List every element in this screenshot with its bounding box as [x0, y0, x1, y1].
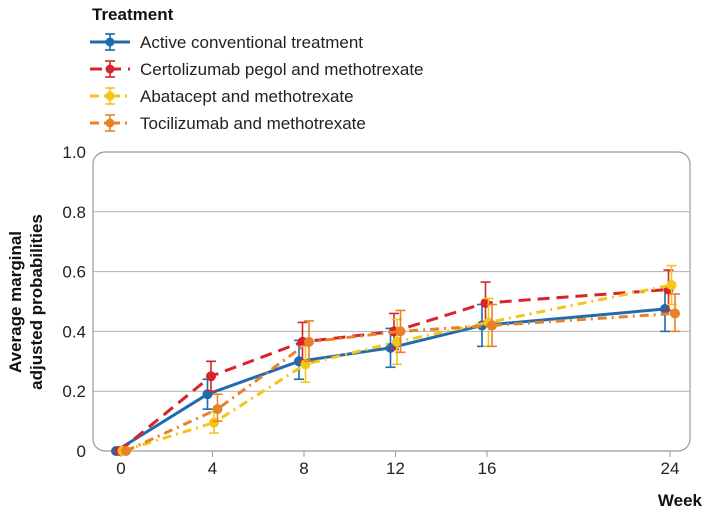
series-2 [114, 269, 674, 456]
legend-marker [105, 118, 115, 128]
series-line [122, 283, 672, 453]
legend-marker [105, 64, 115, 74]
data-point [209, 417, 219, 428]
data-point [392, 336, 402, 347]
data-point [666, 280, 677, 291]
y-tick-label: 0.8 [62, 203, 86, 222]
y-tick-label: 0.4 [62, 322, 86, 341]
data-point [212, 404, 223, 415]
data-point [206, 371, 216, 382]
y-axis-title-line-2: adjusted probabilities [27, 214, 46, 390]
legend-item: Certolizumab pegol and methotrexate [90, 60, 424, 79]
y-axis-title-line-1: Average marginal [6, 231, 25, 373]
x-tick-label: 12 [386, 459, 405, 478]
legend-label: Tocilizumab and methotrexate [140, 114, 366, 133]
legend-item: Abatacept and methotrexate [90, 87, 354, 106]
series-1 [111, 285, 670, 456]
legend-item: Active conventional treatment [90, 33, 363, 52]
data-point [304, 336, 314, 347]
data-point [670, 308, 680, 319]
data-point [660, 303, 670, 314]
legend-title: Treatment [92, 5, 174, 24]
series-group [111, 264, 680, 456]
y-tick-label: 1.0 [62, 143, 86, 162]
x-tick-label: 0 [116, 459, 125, 478]
x-axis-ticks: 0 4 8 12 16 24 [116, 451, 679, 478]
series-line [118, 288, 669, 453]
legend-marker [105, 37, 115, 47]
series-line [115, 307, 666, 453]
y-tick-label: 0 [77, 442, 86, 461]
data-point [395, 326, 406, 337]
series-3 [117, 264, 677, 456]
legend: Active conventional treatment Certolizuma… [90, 33, 424, 133]
legend-label: Certolizumab pegol and methotrexate [140, 60, 424, 79]
series-line [125, 311, 676, 453]
legend-item: Tocilizumab and methotrexate [90, 114, 366, 133]
legend-marker [105, 91, 115, 101]
x-tick-label: 24 [661, 459, 680, 478]
x-axis-title: Week [658, 491, 703, 510]
legend-label: Active conventional treatment [140, 33, 363, 52]
grid-lines [93, 211, 690, 392]
y-axis-ticks: 0 0.2 0.4 0.6 0.8 1.0 [62, 143, 86, 461]
series-4 [121, 293, 680, 456]
y-tick-label: 0.6 [62, 263, 86, 282]
plot-frame [92, 151, 691, 452]
legend-label: Abatacept and methotrexate [140, 87, 354, 106]
x-tick-label: 8 [299, 459, 308, 478]
data-point [121, 446, 131, 456]
y-tick-label: 0.2 [62, 382, 86, 401]
x-tick-label: 16 [478, 459, 497, 478]
x-tick-label: 4 [208, 459, 217, 478]
data-point [487, 320, 497, 331]
